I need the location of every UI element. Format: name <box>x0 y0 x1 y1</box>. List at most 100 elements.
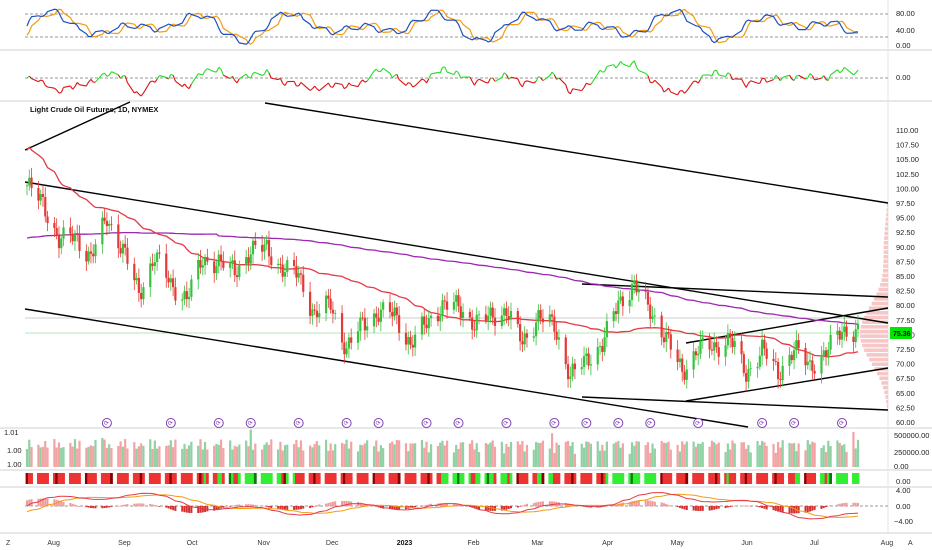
candle-body <box>372 313 376 327</box>
current-price-tag <box>890 327 912 339</box>
candle-body <box>101 217 104 245</box>
candle-body <box>245 257 248 265</box>
momentum-segment <box>421 78 425 81</box>
volume-bar <box>229 440 232 467</box>
time-axis-label: Mar <box>531 540 544 547</box>
trend-bar <box>772 473 775 484</box>
macd-histogram-bar <box>535 502 538 507</box>
trend-bar <box>41 473 45 484</box>
volume-bar <box>660 440 663 467</box>
volume-bar <box>685 441 688 467</box>
volume-bar <box>665 443 668 467</box>
momentum-segment <box>652 79 656 84</box>
macd-histogram-bar <box>567 503 570 507</box>
profile-bar <box>885 395 888 399</box>
macd-histogram-bar <box>124 504 127 507</box>
candle-body <box>183 291 186 300</box>
volume-bar <box>468 443 471 467</box>
macd-histogram-bar <box>758 506 761 508</box>
candle-body <box>806 361 809 366</box>
trend-bar <box>616 473 620 484</box>
candle-body <box>441 300 444 317</box>
trend-bar <box>445 473 449 484</box>
candle-body <box>477 314 481 316</box>
volume-legend-1: 1.01 <box>4 428 19 437</box>
trend-bar <box>427 473 431 484</box>
time-axis-corner-right[interactable]: A <box>908 540 913 547</box>
trend-bar <box>788 473 791 484</box>
candle-body <box>758 355 761 367</box>
candle-body <box>359 317 362 332</box>
candle-body <box>254 240 257 246</box>
macd-histogram-bar <box>57 500 60 507</box>
volume-bar <box>41 446 45 467</box>
macd-histogram-bar <box>279 506 282 510</box>
time-axis-label: Feb <box>467 540 479 547</box>
volume-bar <box>105 447 109 467</box>
candle-body <box>507 316 510 320</box>
volume-bar <box>553 452 556 467</box>
profile-bar <box>864 348 888 353</box>
volume-bar <box>283 445 287 467</box>
volume-bar <box>436 446 440 467</box>
momentum-segment <box>581 87 585 91</box>
candle-body <box>699 340 702 354</box>
volume-bar <box>582 447 586 467</box>
profile-bar <box>883 240 888 245</box>
candle-body <box>110 223 113 225</box>
candle-body <box>681 358 684 372</box>
momentum-segment <box>95 73 103 83</box>
momentum-segment <box>362 79 366 83</box>
trend-bar <box>251 473 255 484</box>
macd-histogram-bar <box>852 502 855 507</box>
momentum-segment <box>517 78 521 85</box>
trend-bar <box>557 473 561 484</box>
macd-histogram-bar <box>777 506 780 512</box>
candle-body <box>555 331 558 340</box>
trend-bar <box>438 473 442 484</box>
volume-bar <box>829 446 832 467</box>
event-marker-glyph: ⟳ <box>168 420 173 427</box>
momentum-segment <box>508 76 512 80</box>
momentum-segment <box>44 84 48 88</box>
candle-body <box>71 233 74 242</box>
candle-body <box>313 309 316 311</box>
volume-bar <box>731 440 734 467</box>
momentum-segment <box>617 61 622 66</box>
momentum-segment <box>775 74 779 78</box>
momentum-segment <box>638 70 646 74</box>
event-marker-icon <box>101 418 112 428</box>
volume-bar <box>331 450 335 467</box>
volume-bar <box>151 449 154 467</box>
time-axis-corner-left[interactable]: Z <box>6 540 11 547</box>
candle-body <box>277 263 280 265</box>
trend-bar <box>171 473 175 484</box>
trend-bar <box>532 473 536 484</box>
volume-bar <box>461 442 465 467</box>
volume-bar <box>516 441 519 467</box>
volume-bar <box>617 441 620 467</box>
volume-bar <box>605 441 608 467</box>
macd-histogram-bar <box>836 504 839 507</box>
momentum-segment <box>732 78 735 81</box>
momentum-segment <box>311 85 316 90</box>
profile-bar <box>860 325 888 329</box>
event-marker-glyph: ⟳ <box>791 420 796 427</box>
momentum-segment <box>72 86 76 90</box>
macd-histogram-bar <box>845 502 848 507</box>
volume-bar <box>165 445 168 467</box>
volume-bars <box>25 429 860 467</box>
candle-body <box>539 310 542 319</box>
macd-signal-line <box>26 493 859 518</box>
volume-bar <box>763 442 766 467</box>
volume-bar <box>231 449 234 467</box>
macd-histogram-bar <box>523 504 526 507</box>
volume-bar <box>521 440 524 467</box>
volume-bar <box>569 445 572 467</box>
macd-histogram-bar <box>525 503 528 507</box>
trend-bar <box>632 473 636 484</box>
trend-bar <box>265 473 269 484</box>
volume-bar <box>598 450 602 467</box>
trend-bar <box>644 473 648 484</box>
